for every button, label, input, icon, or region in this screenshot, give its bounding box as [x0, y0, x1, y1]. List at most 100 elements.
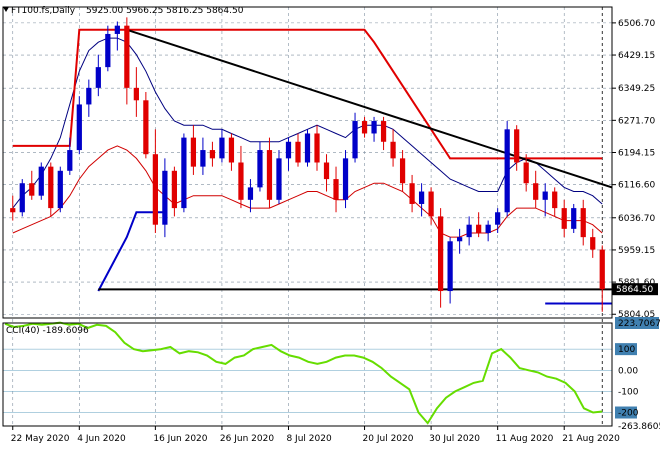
symbol-label: FT100.fs,Daily: [11, 6, 76, 16]
candle-body: [29, 183, 35, 196]
candle-body: [352, 121, 358, 159]
upper-band-line: [12, 37, 603, 209]
grid: [3, 7, 612, 426]
candle-body: [371, 121, 377, 134]
candle-body: [476, 224, 482, 233]
price-tick-label: 6194.15: [618, 148, 655, 158]
candle-body: [257, 150, 263, 188]
candle-body: [542, 191, 548, 200]
candle-body: [514, 129, 520, 163]
lower-band-line: [12, 145, 603, 238]
candle-body: [95, 67, 101, 88]
candle-body: [504, 129, 510, 213]
candle-body: [133, 87, 139, 101]
ohlc-label: 5925.00 5966.25 5816.25 5864.50: [86, 6, 244, 16]
cci-line: [4, 321, 603, 425]
candle-body: [76, 104, 82, 151]
candle-body: [48, 166, 54, 209]
candle-body: [552, 191, 558, 209]
candle-body: [200, 150, 206, 167]
price-tick-label: 6271.70: [618, 116, 655, 126]
candle-body: [523, 162, 529, 184]
candle-body: [485, 224, 491, 233]
candle-body: [466, 224, 472, 238]
candle-body: [314, 133, 320, 163]
time-tick-label: 22 May 2020: [11, 434, 70, 444]
candle-body: [285, 141, 292, 159]
candle-body: [333, 179, 339, 200]
cci-axis-tag: [615, 317, 659, 329]
time-tick-label: 26 Jun 2020: [220, 434, 274, 444]
candle-body: [361, 121, 368, 134]
candle-body: [457, 237, 463, 242]
candle-body: [590, 237, 596, 250]
current-price-label: 5864.50: [616, 285, 653, 295]
price-tick-label: 5959.15: [618, 246, 655, 256]
cci-panel-frame: [2, 322, 613, 427]
candle-body: [247, 187, 254, 200]
candle-body: [152, 154, 158, 225]
axes: 6506.70 6429.15 6349.25 6271.70 6194.15 6116.…: [2, 6, 660, 444]
candle-body: [437, 216, 444, 292]
candle-body: [209, 150, 216, 159]
cci-label: CCI(40) -189.6096: [6, 326, 89, 336]
cci-tick-label: 100: [618, 345, 635, 355]
candle-body: [599, 249, 605, 290]
candle-body: [171, 170, 178, 209]
candle-body: [38, 166, 44, 196]
candle-body: [276, 158, 282, 200]
candle-body: [380, 121, 387, 142]
candle-body: [143, 100, 149, 155]
time-tick-label: 8 Jul 2020: [286, 434, 331, 444]
time-tick-label: 30 Jul 2020: [429, 434, 480, 444]
cci-tick-label: -200: [618, 409, 639, 419]
candle-body: [447, 241, 453, 292]
candle-body: [418, 191, 425, 204]
candle-body: [580, 208, 586, 238]
candle-body: [181, 137, 187, 209]
candle-body: [57, 170, 63, 209]
price-panel-frame: [2, 6, 613, 319]
time-tick-label: 16 Jun 2020: [153, 434, 207, 444]
time-tick-label: 4 Jun 2020: [77, 434, 126, 444]
candle-body: [19, 183, 25, 213]
candle-body: [571, 208, 577, 229]
candle-body: [323, 162, 330, 180]
candle-body: [105, 33, 111, 68]
time-tick-label: 20 Jul 2020: [363, 434, 414, 444]
downtrend-line: [126, 28, 613, 189]
price-tick-label: 5804.05: [618, 310, 655, 320]
candle-body: [342, 158, 349, 200]
candle-body: [428, 191, 434, 217]
candle-body: [228, 137, 235, 163]
candle-body: [495, 212, 501, 225]
candle-body: [266, 150, 273, 200]
candle-body: [67, 150, 73, 171]
price-tick-label: 5881.60: [618, 278, 655, 288]
candle-body: [10, 208, 16, 213]
price-tick-label: 6506.70: [618, 19, 655, 29]
candles: [10, 17, 605, 312]
candle-body: [124, 25, 130, 88]
candle-body: [114, 25, 120, 34]
candle-body: [561, 208, 567, 229]
price-tick-label: 6116.60: [618, 181, 655, 191]
cci-tick-label: 223.7067: [618, 319, 660, 329]
price-tick-label: 6036.70: [618, 214, 655, 224]
cci-lines: [4, 321, 603, 425]
candle-body: [399, 158, 406, 184]
candle-body: [390, 141, 396, 159]
candle-body: [219, 137, 225, 159]
collapse-icon[interactable]: [3, 7, 9, 12]
time-tick-label: 21 Aug 2020: [562, 434, 620, 444]
cci-tick-label: -263.8605: [618, 422, 660, 432]
candle-body: [295, 141, 301, 163]
price-tick-label: 6429.15: [618, 51, 655, 61]
cci-tick-label: -100: [618, 387, 639, 397]
candle-body: [86, 87, 92, 105]
time-tick-label: 11 Aug 2020: [496, 434, 554, 444]
candle-body: [190, 137, 197, 167]
candle-body: [533, 183, 539, 200]
